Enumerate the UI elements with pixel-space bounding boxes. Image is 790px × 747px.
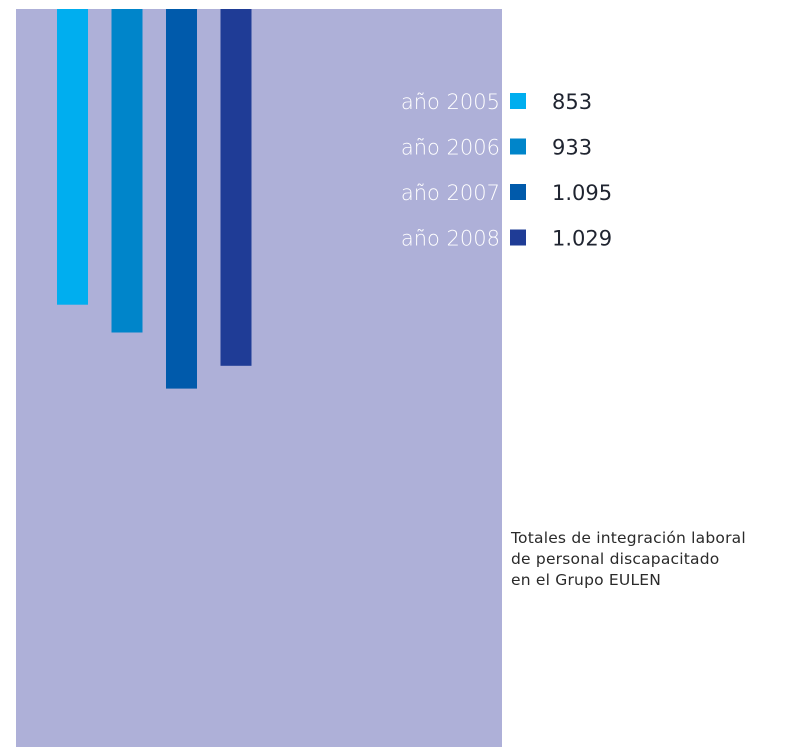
legend-swatch-2 <box>510 138 526 155</box>
bar-año-2008 <box>220 9 252 366</box>
data-label-4: 1.029 <box>552 227 612 251</box>
chart-title-line-3: en el Grupo EULEN <box>511 571 662 589</box>
chart-title-line-1: Totales de integración laboral <box>511 529 746 547</box>
chart-panel <box>16 9 502 747</box>
legend-label-1: año 2005 <box>401 90 500 114</box>
legend-label-4: año 2008 <box>401 227 500 251</box>
bar-año-2006 <box>111 9 143 333</box>
chart-title-line-2: de personal discapacitado <box>511 550 720 568</box>
bar-año-2007 <box>166 9 197 389</box>
legend-swatch-4 <box>510 229 526 246</box>
legend-swatch-3 <box>510 184 526 200</box>
data-label-1: 853 <box>552 90 592 114</box>
legend-swatch-1 <box>510 93 526 109</box>
legend-label-2: año 2006 <box>401 136 500 160</box>
legend-label-3: año 2007 <box>401 181 500 205</box>
bar-año-2005 <box>57 9 88 305</box>
data-label-2: 933 <box>552 136 592 160</box>
chart-title: Totales de integración laboral de person… <box>511 528 781 591</box>
data-label-3: 1.095 <box>552 181 612 205</box>
